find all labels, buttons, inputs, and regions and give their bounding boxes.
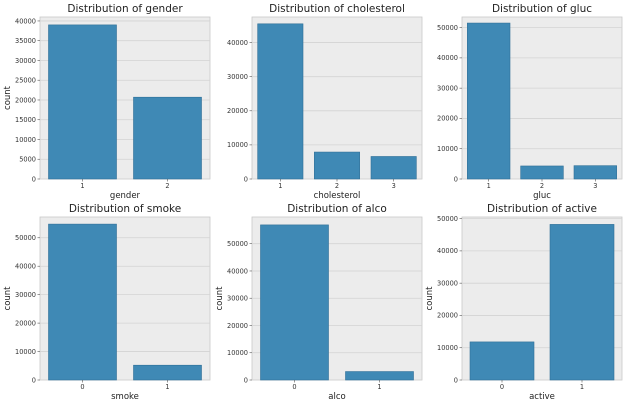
x-tick-label: 1 [165, 383, 169, 391]
chart-title: Distribution of gluc [492, 3, 592, 15]
bar [549, 224, 615, 381]
y-tick-label: 20000 [437, 115, 458, 123]
bar [133, 96, 202, 180]
y-tick-label: 0 [454, 175, 458, 183]
y-axis-label: count [425, 286, 435, 311]
chart-title: Distribution of active [487, 203, 597, 215]
x-tick-label: 0 [80, 383, 84, 391]
y-tick-label: 40000 [15, 263, 36, 271]
y-tick-label: 50000 [15, 234, 36, 242]
y-tick-label: 30000 [15, 291, 36, 299]
y-tick-label: 50000 [227, 240, 248, 248]
y-tick-label: 30000 [437, 279, 458, 287]
chart-title: Distribution of smoke [69, 203, 181, 215]
bar [257, 23, 304, 180]
bar [314, 151, 360, 180]
x-tick-label: 0 [500, 383, 504, 391]
y-tick-label: 50000 [437, 215, 458, 223]
x-tick-label: 3 [593, 182, 597, 190]
bar [48, 223, 117, 381]
y-tick-label: 35000 [15, 37, 36, 45]
y-tick-label: 10000 [227, 349, 248, 357]
y-tick-label: 15000 [15, 116, 36, 124]
y-tick-label: 20000 [437, 312, 458, 320]
y-tick-label: 40000 [227, 39, 248, 47]
y-tick-label: 0 [244, 175, 248, 183]
y-axis-label: count [3, 85, 13, 110]
x-axis-label: gluc [533, 191, 551, 201]
bar [345, 371, 414, 381]
x-tick-label: 1 [580, 383, 584, 391]
y-tick-label: 10000 [437, 344, 458, 352]
y-tick-label: 30000 [227, 73, 248, 81]
y-axis-label: count [215, 286, 225, 311]
x-tick-label: 0 [292, 383, 296, 391]
y-tick-label: 50000 [437, 24, 458, 32]
y-tick-label: 0 [32, 376, 36, 384]
x-axis-label: cholesterol [314, 191, 361, 201]
y-tick-label: 0 [32, 175, 36, 183]
y-tick-label: 40000 [15, 17, 36, 25]
y-tick-label: 40000 [227, 267, 248, 275]
bar [133, 364, 202, 381]
y-tick-label: 30000 [227, 295, 248, 303]
y-tick-label: 40000 [437, 247, 458, 255]
x-tick-label: 1 [278, 182, 282, 190]
y-tick-label: 10000 [15, 348, 36, 356]
bar [467, 22, 511, 180]
x-tick-label: 1 [80, 182, 84, 190]
x-axis-label: active [529, 392, 555, 400]
y-tick-label: 5000 [19, 156, 36, 164]
x-axis-label: smoke [111, 392, 139, 400]
bar [48, 24, 117, 180]
x-tick-label: 3 [392, 182, 396, 190]
y-tick-label: 20000 [15, 96, 36, 104]
y-tick-label: 30000 [15, 57, 36, 65]
y-tick-label: 20000 [227, 322, 248, 330]
chart-title: Distribution of alco [287, 203, 387, 215]
bar [260, 224, 329, 381]
y-axis-label: count [3, 286, 13, 311]
y-tick-label: 10000 [15, 136, 36, 144]
y-tick-label: 25000 [15, 77, 36, 85]
chart-title: Distribution of cholesterol [269, 3, 405, 15]
y-tick-label: 20000 [15, 319, 36, 327]
bar [520, 165, 564, 180]
y-tick-label: 30000 [437, 84, 458, 92]
y-tick-label: 40000 [437, 54, 458, 62]
bar [573, 165, 617, 180]
y-tick-label: 20000 [227, 107, 248, 115]
x-tick-label: 2 [165, 182, 169, 190]
y-tick-label: 0 [244, 376, 248, 384]
x-tick-label: 1 [377, 383, 381, 391]
y-tick-label: 10000 [227, 141, 248, 149]
x-tick-label: 2 [335, 182, 339, 190]
bar [469, 341, 535, 381]
x-tick-label: 1 [487, 182, 491, 190]
chart-title: Distribution of gender [67, 3, 183, 15]
y-tick-label: 10000 [437, 145, 458, 153]
y-tick-label: 0 [454, 376, 458, 384]
bar [370, 156, 417, 180]
x-axis-label: gender [110, 191, 141, 201]
x-tick-label: 2 [540, 182, 544, 190]
x-axis-label: alco [328, 392, 345, 400]
